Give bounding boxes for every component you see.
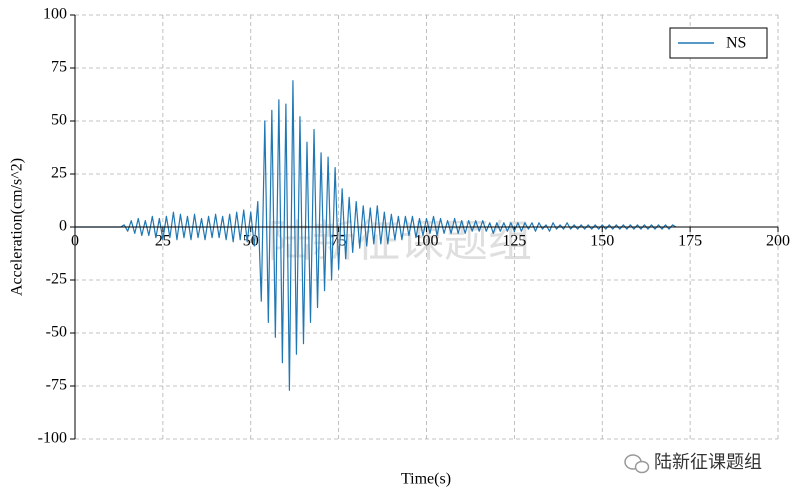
- y-tick-label: 50: [51, 112, 67, 129]
- y-tick-label: -75: [46, 377, 67, 394]
- y-tick-label: 25: [51, 165, 67, 182]
- x-tick-label: 175: [678, 233, 702, 250]
- y-tick-label: -50: [46, 324, 67, 341]
- y-tick-label: -100: [38, 430, 67, 447]
- x-tick-label: 75: [331, 233, 347, 250]
- footer-watermark: 陆新征课题组: [654, 452, 762, 473]
- y-tick-label: 0: [59, 218, 67, 235]
- legend: NS: [669, 27, 768, 59]
- wechat-icon: [624, 454, 650, 474]
- legend-label: NS: [726, 35, 746, 52]
- x-tick-label: 50: [243, 233, 259, 250]
- x-tick-label: 100: [415, 233, 439, 250]
- y-tick-label: 75: [51, 59, 67, 76]
- x-tick-label: 150: [590, 233, 614, 250]
- x-tick-label: 125: [502, 233, 526, 250]
- x-axis-label: Time(s): [401, 471, 451, 488]
- x-tick-label: 200: [766, 233, 790, 250]
- y-tick-label: 100: [43, 6, 67, 23]
- y-axis-label: Acceleration(cm/s^2): [9, 158, 26, 296]
- x-tick-label: 25: [155, 233, 171, 250]
- y-tick-label: -25: [46, 271, 67, 288]
